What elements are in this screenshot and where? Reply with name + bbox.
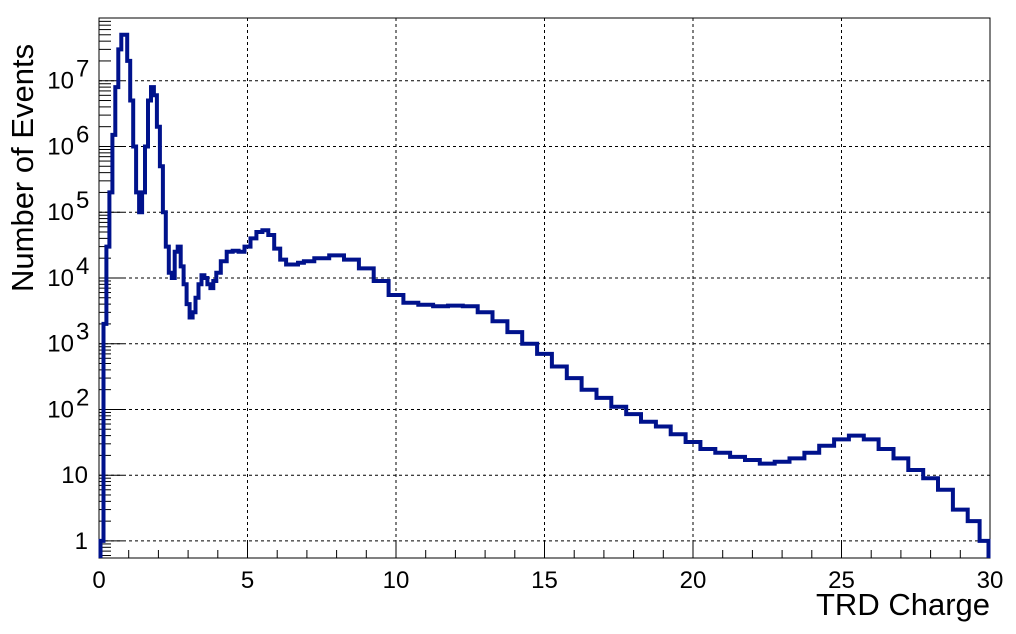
y-tick-exponent: 3 xyxy=(76,319,89,346)
y-tick-label: 10 xyxy=(47,265,74,292)
y-tick-exponent: 4 xyxy=(76,253,89,280)
x-tick-labels: 0 5 10 15 20 25 30 xyxy=(92,567,1003,594)
series-line xyxy=(98,32,991,558)
y-tick-label: 10 xyxy=(47,396,74,423)
y-tick-label: 10 xyxy=(47,68,74,95)
x-axis-title: TRD Charge xyxy=(816,587,990,622)
y-tick-label: 10 xyxy=(47,199,74,226)
y-tick-exponent: 7 xyxy=(76,56,89,83)
y-tick-label: 10 xyxy=(61,462,88,489)
x-tick-label: 20 xyxy=(680,567,707,594)
x-tick-label: 25 xyxy=(828,567,855,594)
y-tick-label: 10 xyxy=(47,331,74,358)
y-tick-exponent: 6 xyxy=(76,121,89,148)
y-tick-label: 10 xyxy=(47,133,74,160)
x-tick-label: 5 xyxy=(241,567,254,594)
y-tick-exponent: 5 xyxy=(76,187,89,214)
x-tick-label: 15 xyxy=(531,567,558,594)
grid-lines xyxy=(99,18,990,558)
x-tick-label: 10 xyxy=(383,567,410,594)
x-tick-label: 30 xyxy=(977,567,1004,594)
y-axis-title: Number of Events xyxy=(5,44,40,292)
y-tick-label: 1 xyxy=(75,528,88,555)
x-tick-label: 0 xyxy=(92,567,105,594)
y-tick-exponent: 2 xyxy=(76,384,89,411)
